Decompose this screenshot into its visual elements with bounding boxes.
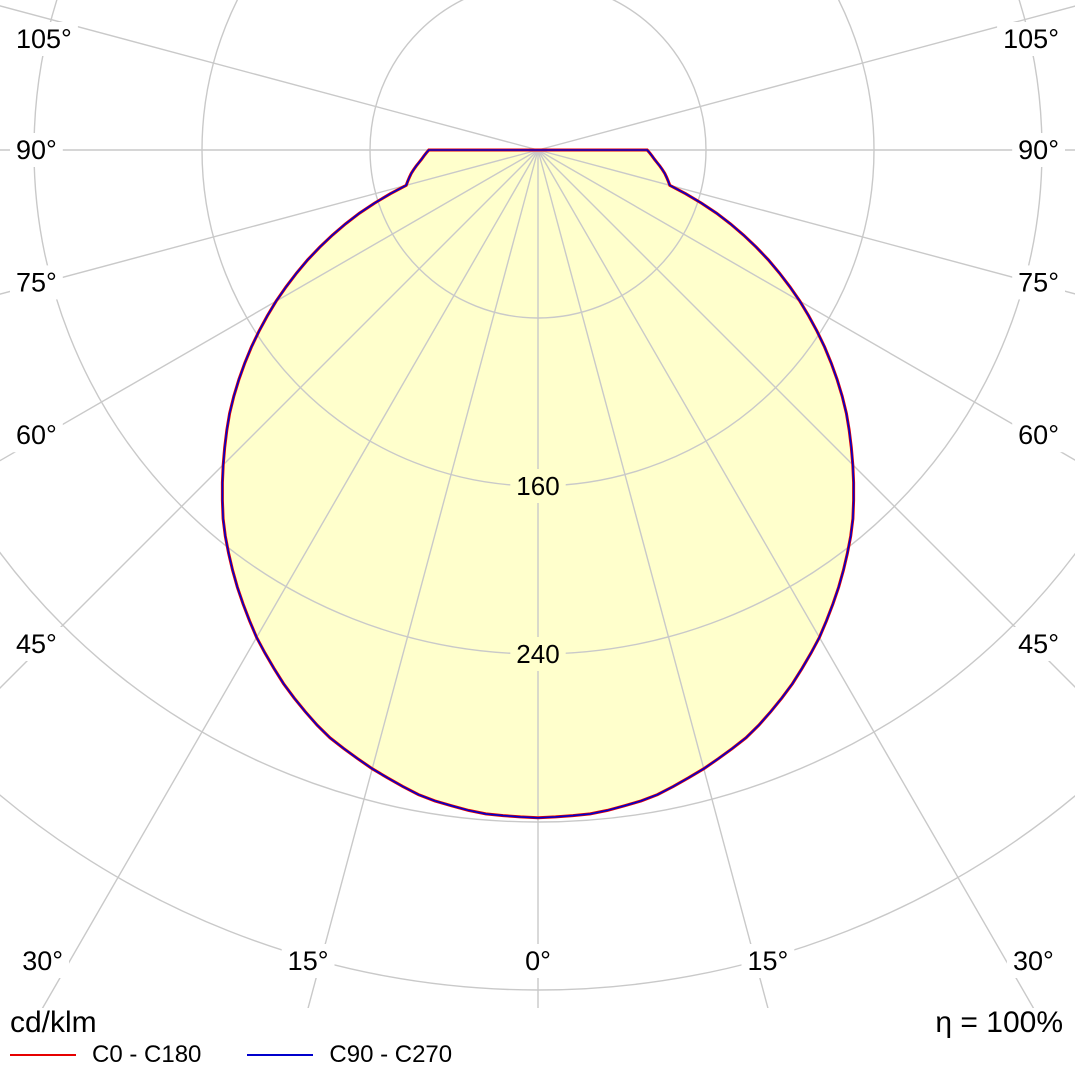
grid-radial-line: [0, 5, 539, 151]
angle-tick-label: 30°: [1013, 946, 1054, 976]
angle-tick-label: 0°: [525, 946, 551, 976]
angle-tick-label: 30°: [22, 946, 63, 976]
angle-tick-label-bg: [997, 22, 1065, 56]
ring-value-label-bg: [510, 637, 566, 671]
angle-tick-label-bg: [1012, 265, 1065, 300]
angle-tick-label-bg: [10, 133, 63, 167]
curve-c90-c270: [221, 149, 855, 819]
angle-tick-label-bg: [16, 944, 69, 978]
angle-tick-label: 75°: [1018, 267, 1059, 297]
angle-tick-label: 60°: [1018, 420, 1059, 450]
grid-radial-line: [41, 149, 539, 1008]
angle-tick-label: 105°: [16, 24, 72, 54]
ring-value-label: 240: [516, 639, 559, 669]
angle-tick-label-bg: [519, 944, 557, 978]
angle-tick-label: 60°: [16, 420, 57, 450]
angle-tick-label-bg: [10, 627, 63, 661]
legend: C0 - C180 C90 - C270: [10, 1041, 452, 1069]
angle-tick-label-bg: [741, 944, 795, 978]
angle-tick-label: 75°: [16, 267, 57, 297]
angle-tick-label-bg: [1006, 944, 1060, 978]
angle-tick-label: 45°: [1018, 629, 1059, 659]
angle-tick-label: 15°: [288, 946, 329, 976]
angle-tick-label-bg: [1012, 418, 1065, 453]
legend-label-c0-c180: C0 - C180: [92, 1041, 202, 1068]
grid-radial-line: [537, 149, 1075, 461]
grid-radial-line: [537, 149, 1035, 1008]
angle-tick-label: 90°: [1018, 135, 1059, 165]
grid-radial-line: [537, 5, 1075, 151]
legend-label-c90-c270: C90 - C270: [329, 1041, 453, 1068]
grid-radial-line: [537, 149, 1075, 295]
angle-tick-label-bg: [281, 944, 335, 978]
angle-tick-label: 45°: [16, 629, 57, 659]
grid-radial-line: [307, 149, 539, 1008]
efficiency-label: η = 100%: [935, 1006, 1063, 1039]
angle-tick-label-bg: [10, 265, 63, 300]
angle-tick-label-bg: [10, 22, 78, 56]
angle-tick-label: 15°: [747, 946, 788, 976]
grid-radial-line: [0, 149, 539, 295]
angle-tick-label-bg: [1012, 133, 1065, 167]
angle-tick-label: 105°: [1003, 24, 1059, 54]
c90-c270-line-swatch: [247, 1054, 314, 1056]
unit-label: cd/klm: [10, 1006, 97, 1039]
grid-radial-line: [537, 149, 769, 1008]
ring-value-label-bg: [510, 469, 566, 503]
angle-tick-label-bg: [1012, 627, 1065, 661]
angle-tick-label-bg: [10, 418, 63, 453]
legend-item-c0-c180: C0 - C180: [10, 1041, 201, 1069]
grid-radial-line: [0, 149, 539, 462]
legend-item-c90-c270: C90 - C270: [247, 1041, 452, 1069]
c0-c180-line-swatch: [10, 1054, 76, 1056]
ring-value-label: 160: [516, 471, 559, 501]
angle-tick-label: 90°: [16, 135, 57, 165]
